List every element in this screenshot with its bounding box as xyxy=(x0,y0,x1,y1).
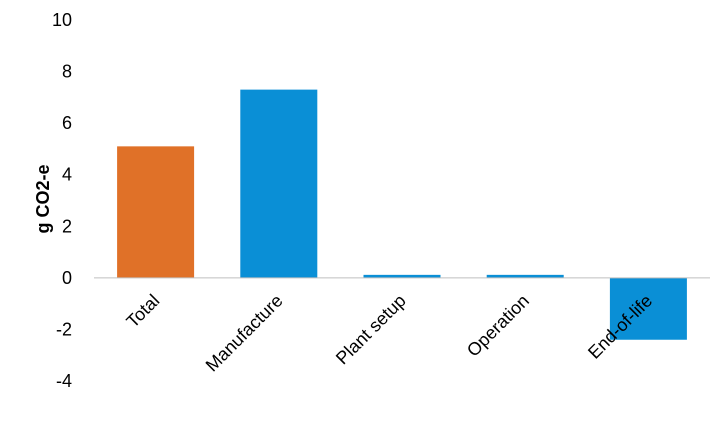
bar-operation xyxy=(486,274,564,278)
y-tick-label: 2 xyxy=(62,216,72,236)
bar-manufacture xyxy=(240,89,318,278)
y-axis-label: g CO2-e xyxy=(33,164,53,233)
bars xyxy=(117,89,687,340)
y-tick-label: 0 xyxy=(62,268,72,288)
y-tick-label: 6 xyxy=(62,113,72,133)
y-tick-label: -4 xyxy=(56,371,72,391)
x-tick-label: Manufacture xyxy=(202,291,287,376)
x-tick-label: Total xyxy=(122,291,163,332)
y-tick-label: 4 xyxy=(62,165,72,185)
x-tick-label: Plant setup xyxy=(332,291,410,369)
bar-total xyxy=(117,146,195,278)
x-axis-labels: Total Manufacture Plant setup Operation End-… xyxy=(122,291,656,376)
bar-plant-setup xyxy=(363,274,441,278)
y-axis-ticks: -4 -2 0 2 4 6 8 10 xyxy=(52,10,72,391)
y-tick-label: -2 xyxy=(56,319,72,339)
bar-end-of-life xyxy=(609,277,687,340)
y-tick-label: 10 xyxy=(52,10,72,30)
y-tick-label: 8 xyxy=(62,62,72,82)
x-tick-label: Operation xyxy=(463,291,533,361)
